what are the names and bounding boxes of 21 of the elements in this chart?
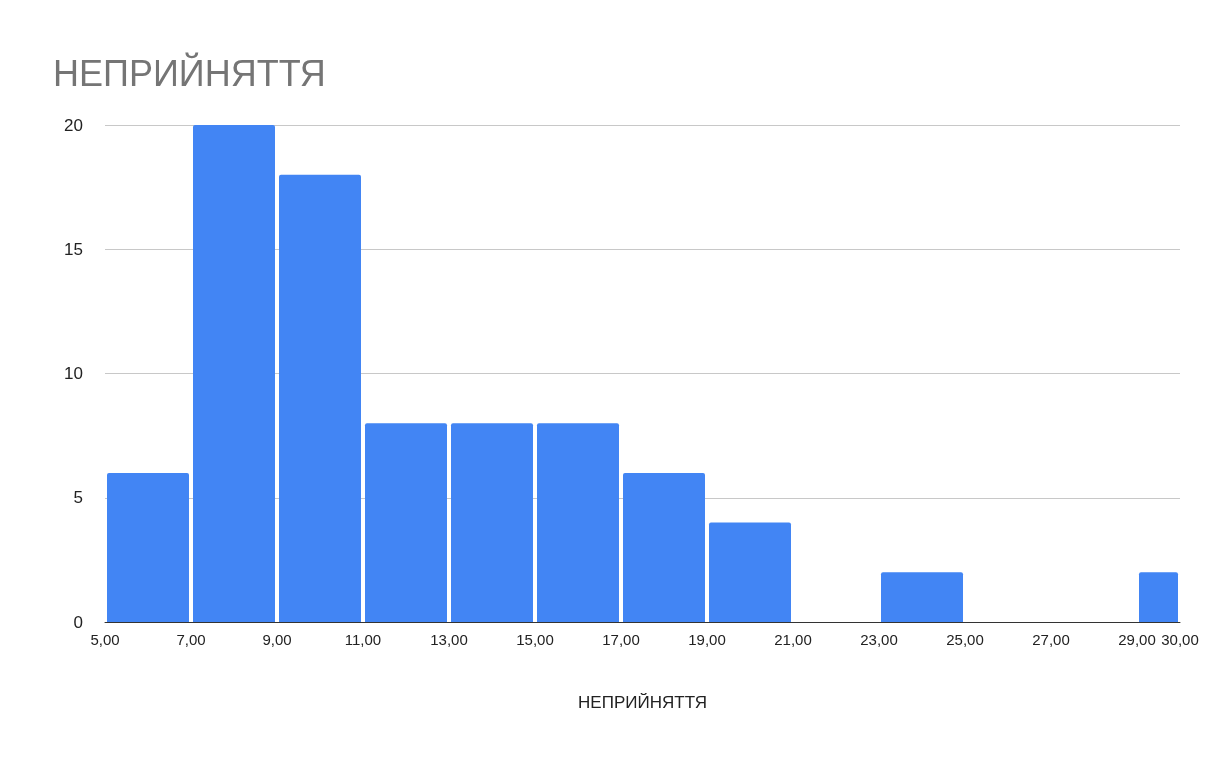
y-tick-label: 0 <box>73 612 83 632</box>
x-tick-label: 13,00 <box>430 631 468 648</box>
x-tick-label: 17,00 <box>602 631 640 648</box>
chart-title: НЕПРИЙНЯТТЯ <box>53 51 326 94</box>
x-tick-label: 27,00 <box>1032 631 1070 648</box>
x-tick-label: 15,00 <box>516 631 554 648</box>
x-tick-label: 25,00 <box>946 631 984 648</box>
y-tick-label: 5 <box>73 488 83 508</box>
y-tick-label: 10 <box>64 364 83 383</box>
x-tick-label: 11,00 <box>344 631 382 648</box>
x-tick-label: 5,00 <box>90 631 120 648</box>
x-axis-title: НЕПРИЙНЯТТЯ <box>578 693 707 712</box>
y-tick-label: 20 <box>64 115 83 135</box>
x-tick-label: 19,00 <box>688 631 726 648</box>
x-tick-label: 21,00 <box>774 631 812 648</box>
x-tick-label: 30,00 <box>1161 631 1199 648</box>
x-tick-label: 9,00 <box>262 631 292 648</box>
x-tick-label: 7,00 <box>176 631 206 648</box>
x-tick-label: 29,00 <box>1118 631 1156 648</box>
y-tick-label: 15 <box>64 239 83 259</box>
x-tick-label: 23,00 <box>860 631 898 648</box>
